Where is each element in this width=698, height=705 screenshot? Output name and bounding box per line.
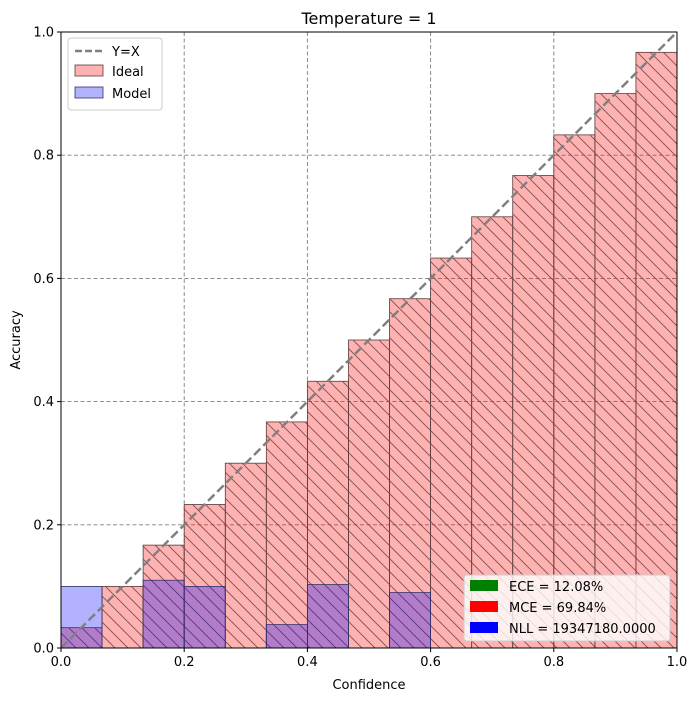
ideal-bar-hatch — [102, 586, 144, 648]
model-bar — [265, 624, 308, 648]
metric-label: MCE = 69.84% — [509, 601, 606, 616]
y-axis-label: Accuracy — [9, 310, 24, 370]
legend-label-ideal: Ideal — [112, 65, 144, 80]
y-tick-label: 0.8 — [33, 149, 54, 164]
legend-swatch-ideal — [74, 64, 104, 77]
chart-title: Temperature = 1 — [300, 9, 436, 28]
ideal-bar — [635, 51, 677, 648]
y-tick-label: 0.6 — [33, 272, 54, 287]
y-tick-label: 0.0 — [33, 642, 54, 657]
model-bar — [142, 579, 185, 648]
ideal-bar-hatch — [61, 627, 103, 648]
ideal-bar — [306, 380, 349, 648]
legend-box — [67, 37, 163, 111]
ideal-bar-hatch — [348, 340, 390, 648]
y-equals-x-line — [61, 32, 677, 648]
legend-swatch-model — [74, 86, 104, 99]
model-bar — [61, 586, 103, 648]
ideal-bar-hatch — [635, 52, 677, 648]
metric-label: ECE = 12.08% — [509, 580, 603, 595]
ideal-bars — [61, 51, 677, 648]
ideal-bar-hatch — [307, 381, 349, 648]
x-tick-label: 0.4 — [297, 655, 318, 670]
x-axis-label: Confidence — [332, 678, 405, 693]
ideal-bar-hatch — [389, 298, 431, 648]
ideal-bar — [389, 298, 431, 648]
model-bar — [306, 584, 349, 648]
ideal-bar-hatch — [184, 504, 226, 648]
ideal-bar-hatch — [225, 463, 267, 648]
ideal-bar-hatch — [594, 93, 636, 648]
ideal-bar — [265, 421, 308, 648]
model-bars — [61, 579, 431, 648]
ideal-bar — [594, 93, 637, 648]
model-bar — [183, 586, 226, 648]
model-bar — [389, 592, 431, 648]
metrics-box — [463, 574, 671, 642]
plot-frame — [60, 31, 678, 649]
ideal-bar-hatch — [266, 421, 308, 648]
metric-swatch — [470, 580, 498, 591]
ideal-bar — [142, 544, 185, 648]
ideal-bar — [183, 504, 226, 648]
x-tick-label: 1.0 — [667, 655, 688, 670]
x-tick-label: 0.8 — [543, 655, 564, 670]
x-tick-label: 0.2 — [174, 655, 195, 670]
y-tick-label: 0.4 — [33, 395, 54, 410]
ideal-bar-hatch — [512, 175, 554, 648]
y-tick-label: 0.2 — [33, 518, 54, 533]
metric-swatch — [470, 601, 498, 612]
reference-line — [61, 32, 677, 648]
legend-label-model: Model — [112, 87, 151, 102]
y-tick-label: 1.0 — [33, 26, 54, 41]
ideal-bar-hatch — [143, 545, 185, 648]
metric-label: NLL = 19347180.0000 — [509, 622, 656, 637]
x-tick-label: 0.0 — [51, 655, 72, 670]
ideal-bar — [512, 175, 555, 648]
ideal-bar — [224, 462, 267, 648]
legend-label-yx: Y=X — [111, 45, 140, 60]
ideal-bar-hatch — [553, 134, 595, 648]
metric-swatch — [470, 622, 498, 633]
axis-ticks: 0.00.0 0.2 0.2 0.4 0.4 0.6 0.6 0.8 0.8 1.0 1.0 — [33, 26, 687, 671]
legend: Y=X Ideal Model — [67, 37, 163, 111]
x-tick-label: 0.6 — [420, 655, 441, 670]
ideal-bar — [553, 134, 596, 648]
metrics-legend: ECE = 12.08% MCE = 69.84% NLL = 19347180.0… — [463, 574, 671, 642]
ideal-bar — [430, 257, 473, 648]
ideal-bar — [348, 339, 390, 648]
ideal-bar — [101, 586, 144, 648]
